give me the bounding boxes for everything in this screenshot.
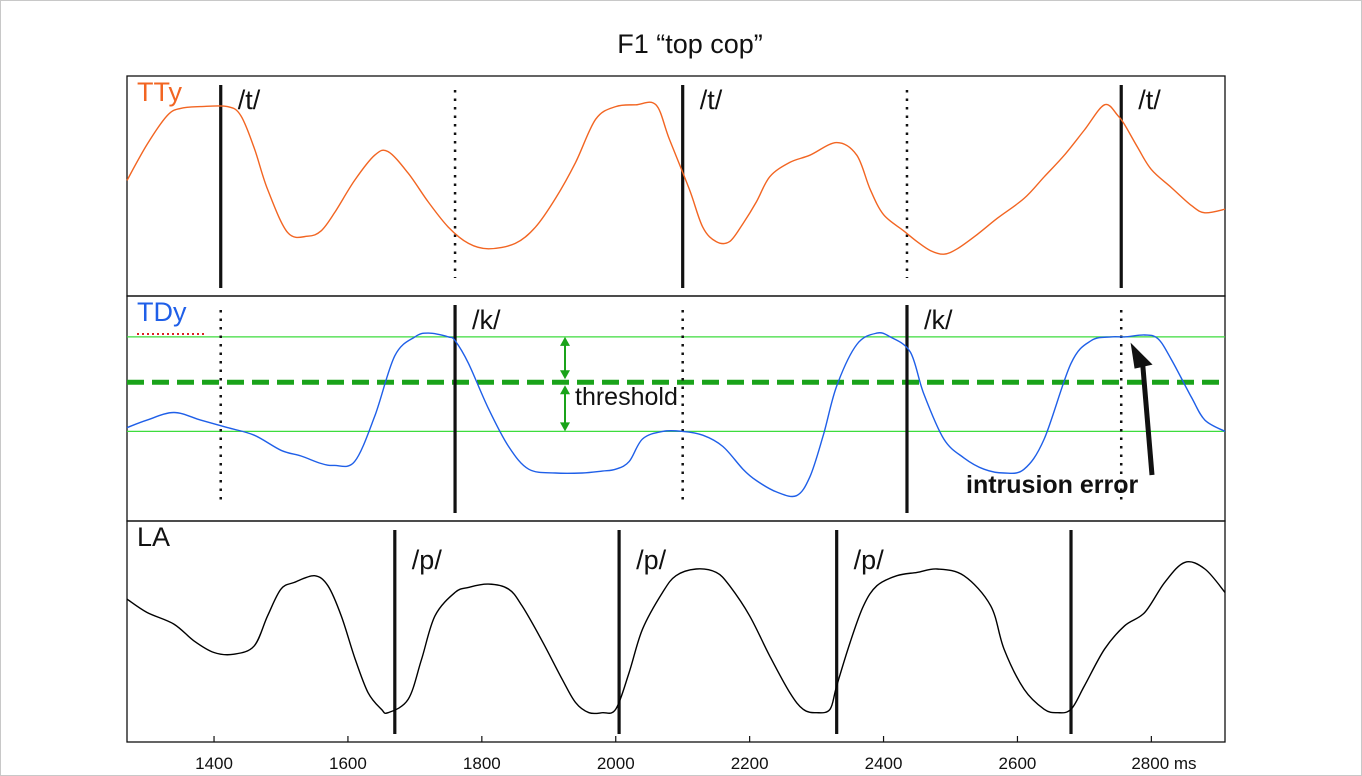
x-tick-label: 1400 [195,754,233,773]
event-label: /p/ [854,545,885,575]
event-label: /p/ [412,545,443,575]
series-line-tdy [126,332,1226,498]
event-label: /t/ [1138,85,1161,115]
x-tick-label: 2400 [865,754,903,773]
intrusion-arrow-shaft [1140,362,1155,476]
event-label: /p/ [636,545,667,575]
intrusion-arrow-head [1130,342,1153,369]
panels-group: /t/ /t/ /t/TTy threshold/k/ /k/TDy intrusion … [126,75,1226,743]
panel-border [126,520,1226,743]
event-label: /t/ [238,85,261,115]
series-line-tty [126,101,1226,255]
panel-la: /p/ /p/ /p/LA [126,520,1226,743]
panel-label: TTy [137,77,182,107]
x-tick-label: 2600 [999,754,1037,773]
threshold-range-arrow-lower-head-up [560,385,570,395]
panel-label: TDy [137,297,187,327]
threshold-range-arrow-upper-head-up [560,336,570,346]
threshold-label: threshold [575,383,678,411]
x-axis: 1400 1600 1800 2000 2200 2400 2600 2800 ms [195,736,1197,773]
x-tick-label: 1600 [329,754,367,773]
event-label: /k/ [472,305,501,335]
x-tick-label: 2000 [597,754,635,773]
panel-label: LA [137,522,170,552]
panel-tdy: threshold/k/ /k/TDy intrusion error [126,295,1226,522]
chart-title: F1 “top cop” [617,29,763,59]
panel-tty: /t/ /t/ /t/TTy [126,75,1226,297]
x-tick-label: 1800 [463,754,501,773]
x-tick-label: 2200 [731,754,769,773]
panel-border [126,75,1226,297]
threshold-range-arrow-lower-head-down [560,422,570,432]
intrusion-error-label: intrusion error [966,471,1139,499]
x-tick-label: 2800 ms [1131,754,1196,773]
event-label: /t/ [700,85,723,115]
event-label: /k/ [924,305,953,335]
threshold-range-arrow-upper-head-down [560,370,570,380]
series-line-la [126,561,1226,715]
